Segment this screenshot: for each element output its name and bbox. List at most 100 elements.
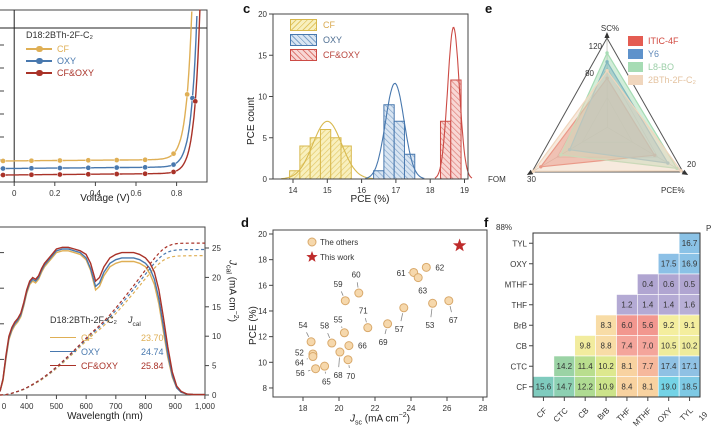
col-label: CB — [576, 406, 590, 420]
radar-tick-30: 30 — [527, 175, 536, 184]
col-label: BrB — [596, 406, 612, 422]
scatter-dot — [320, 361, 330, 371]
ref-number-label: 66 — [358, 342, 367, 351]
panel-radar: SC% 120 80 FOM 30 PCE% 20 e ITIC-4F Y6 L8-BO 2BTh… — [480, 0, 720, 215]
hist-bar-CF — [309, 137, 321, 180]
jv-marker-CF&OXY — [57, 171, 63, 178]
line-marker-swatch — [26, 69, 52, 77]
jv-legend-row: CF&OXY — [26, 67, 94, 79]
heatmap-cell-value: 7.7 — [642, 362, 654, 371]
x-tick-label: 19 — [460, 186, 469, 195]
scatter-ylabel: PCE (%) — [248, 306, 259, 345]
scatter-dot — [306, 337, 316, 347]
heatmap-cell-value: 14.7 — [557, 382, 573, 391]
heatmap-cell-value: 0.5 — [684, 280, 696, 289]
right-y-tick-label: 20 — [212, 273, 221, 282]
cropped-text-fragment-bottom: 19 — [697, 410, 710, 423]
jv-marker-CF&OXY — [85, 171, 92, 178]
radar-legend-row: Y6 — [628, 47, 696, 60]
heatmap-cell-value: 1.4 — [642, 300, 654, 309]
ref-number-label: 56 — [296, 369, 305, 378]
eqe-legend-row: CF&OXY 25.84 — [50, 359, 164, 373]
radar-marker — [605, 69, 609, 73]
leader-line — [306, 332, 310, 337]
jv-legend-row: CF — [26, 43, 94, 55]
row-label: MTHF — [505, 280, 527, 289]
line-marker-swatch — [26, 57, 52, 65]
histogram-legend-label: OXY — [323, 34, 343, 45]
panel-pce-histogram: 14 15 16 17 18 19 0 5 10 15 20 c CF OXY CF&OXY PCE c… — [240, 0, 480, 215]
eqe-legend-row: CF 23.70 — [50, 331, 164, 345]
scatter-dot — [421, 262, 431, 272]
scatter-dot — [444, 296, 454, 306]
x-tick-label: 26 — [443, 404, 452, 413]
plot-border — [0, 9, 208, 183]
jv-marker-CF&OXY — [170, 169, 177, 175]
col-label: THF — [615, 406, 632, 423]
scatter-dot — [340, 296, 350, 306]
ref-number-label: 62 — [435, 263, 444, 272]
plot-border — [272, 229, 488, 398]
x-tick-label: 1,000 — [195, 402, 216, 411]
heatmap-cell-value: 11.4 — [578, 362, 594, 371]
heatmap-cell-value: 7.4 — [621, 341, 633, 350]
jv-legend-row: OXY — [26, 55, 94, 67]
radar-legend-label: Y6 — [648, 48, 660, 59]
radar-axis-arrow — [526, 169, 534, 176]
heatmap-cell-value: 9.1 — [684, 321, 696, 330]
scatter-dot — [311, 364, 321, 374]
panel-heatmap: 16.7 17.5 16.9 0.4 0.6 0.5 1.2 1.4 1.4 1.6 8.3 6.0 5… — [480, 215, 720, 430]
scatter-dot — [343, 355, 353, 365]
heatmap-cell-value: 9.2 — [663, 321, 675, 330]
leader-line — [338, 357, 340, 368]
x-tick-label: 700 — [109, 402, 123, 411]
radar-axis-label-fom: FOM — [488, 175, 506, 184]
scatter-plot: 18 20 22 24 26 28 8 10 12 14 16 18 20 52 53 54 55 56 57 58 5… — [258, 229, 488, 413]
heatmap-cell-value: 16.7 — [682, 239, 698, 248]
radar-legend-row: 2BTh-2F-C₂ — [628, 73, 696, 86]
radar-axis-arrow — [604, 32, 610, 39]
jv-marker-CF&OXY — [142, 170, 148, 177]
ref-number-label: 57 — [395, 325, 404, 334]
y-tick-label: 0 — [263, 175, 268, 184]
ref-number-label: 68 — [334, 371, 343, 380]
scatter-dot — [308, 352, 318, 362]
legend-others-label: The others — [320, 238, 358, 247]
y-tick-label: 18 — [258, 256, 267, 265]
jv-marker-CF — [142, 156, 148, 163]
x-tick-label: 17 — [391, 186, 400, 195]
legend-star — [306, 251, 318, 262]
col-label: OXY — [656, 406, 675, 425]
y-tick-label: 20 — [258, 10, 267, 19]
ref-number-label: 55 — [334, 315, 343, 324]
x-tick-label: 0.6 — [130, 189, 142, 198]
x-tick-label: 400 — [20, 402, 34, 411]
heatmap-cell-value: 16.9 — [682, 259, 698, 268]
histogram-legend-row: CF&OXY — [290, 47, 360, 62]
legend-dot — [307, 237, 317, 247]
scatter-dot — [399, 303, 409, 313]
jv-marker-CF&OXY — [113, 171, 120, 177]
corner-annotation: 88% — [496, 223, 512, 232]
scatter-dot — [363, 323, 373, 333]
leader-line — [307, 369, 311, 372]
hist-bar-CF&OXY — [439, 120, 452, 180]
line-swatch — [50, 348, 76, 356]
jv-legend: D18:2BTh-2F-C₂ CF OXY CF&OXY — [26, 30, 94, 79]
heatmap-cell-value: 14.2 — [557, 362, 573, 371]
ref-number-label: 52 — [295, 349, 304, 358]
x-tick-label: 500 — [50, 402, 64, 411]
right-y-tick-label: 0 — [212, 391, 217, 400]
jv-marker-CF — [184, 91, 191, 98]
x-tick-label: 0 — [12, 189, 17, 198]
jv-legend-rows: CF OXY CF&OXY — [26, 43, 94, 79]
ref-number-label: 60 — [352, 270, 361, 279]
x-tick-label: 18 — [426, 186, 435, 195]
jcal-header: Jcal — [128, 315, 141, 328]
line-swatch — [50, 334, 76, 342]
radar-tick-80: 80 — [585, 69, 594, 78]
radar-axis-arrow — [681, 169, 689, 176]
eqe-legend-title: D18:2BTh-2F-C₂ — [50, 315, 118, 325]
heatmap-cell-value: 17.1 — [682, 362, 698, 371]
